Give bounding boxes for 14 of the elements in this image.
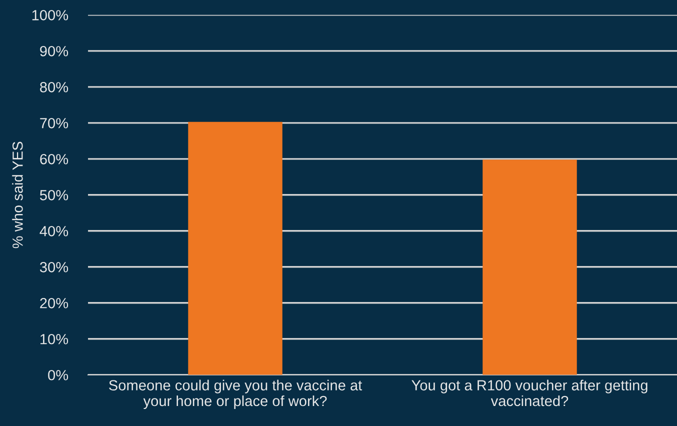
y-tick-label: 10% [40, 334, 68, 344]
x-tick-label: Someone could give you the vaccine at your home or place of work? [109, 380, 362, 410]
y-tick-label: 70% [40, 118, 68, 128]
y-axis-title: % who said YES [12, 142, 23, 248]
y-tick-label: 100% [32, 10, 68, 20]
y-tick-label: 20% [40, 298, 68, 308]
y-tick-label: 40% [40, 226, 68, 236]
y-tick-label: 0% [48, 370, 68, 380]
y-tick-label: 30% [40, 262, 68, 272]
y-tick-label: 50% [40, 190, 68, 200]
y-tick-label: 60% [40, 154, 68, 164]
x-tick-label: You got a R100 voucher after getting vaccinated? [412, 380, 648, 406]
y-tick-label: 80% [40, 82, 68, 92]
y-tick-label: 90% [40, 46, 68, 56]
